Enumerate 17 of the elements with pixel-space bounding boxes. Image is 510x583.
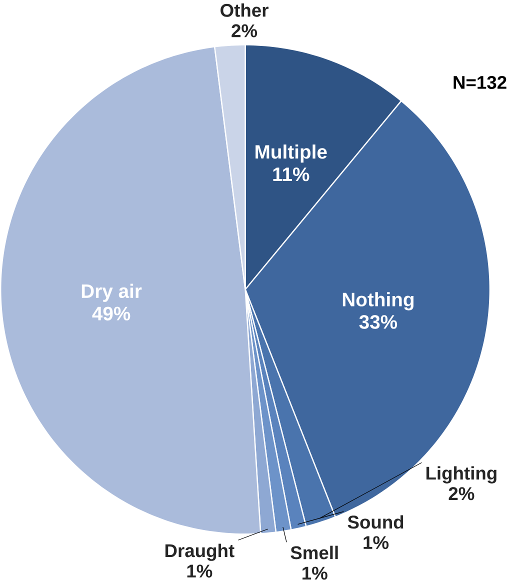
data-label: 2%	[231, 24, 257, 38]
slice-label: Smell	[290, 546, 338, 560]
slice-label: Other	[220, 3, 268, 17]
slice-label: Sound	[348, 515, 403, 529]
data-label: 1%	[363, 536, 388, 550]
slice-label: Multiple	[255, 144, 327, 163]
data-label: 33%	[359, 315, 397, 329]
data-label: 1%	[302, 566, 328, 580]
data-label: 1%	[187, 564, 212, 578]
slice-label: Nothing	[342, 292, 414, 310]
data-label: 2%	[448, 487, 474, 500]
data-label: 11%	[273, 168, 309, 182]
slice-label: Lighting	[426, 466, 496, 484]
slice-label: Dry air	[82, 284, 142, 302]
data-label: 49%	[92, 306, 130, 320]
slice-label: Draught	[165, 544, 234, 561]
text: N=132	[453, 76, 506, 90]
